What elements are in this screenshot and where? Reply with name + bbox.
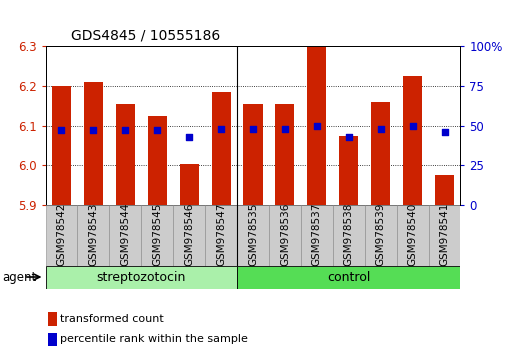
Text: GSM978545: GSM978545 (152, 202, 162, 266)
Point (121, 128, 129, 133)
Bar (307, 46, 326, 205)
Point (280, 126, 288, 132)
Text: GSM978547: GSM978547 (216, 202, 226, 266)
Text: GSM978543: GSM978543 (88, 202, 98, 266)
Bar (45, 266, 236, 289)
Text: GSM978539: GSM978539 (375, 202, 385, 266)
Text: agent: agent (3, 270, 37, 284)
Bar (173, 205, 205, 266)
Text: GSM978535: GSM978535 (247, 202, 258, 266)
Bar (84, 82, 103, 205)
Bar (243, 104, 262, 205)
Text: transformed count: transformed count (60, 314, 164, 324)
Text: GSM978542: GSM978542 (57, 202, 66, 266)
Point (89, 128, 97, 133)
Text: streptozotocin: streptozotocin (96, 270, 186, 284)
Bar (236, 205, 269, 266)
Text: GSM978541: GSM978541 (439, 202, 448, 266)
Bar (52, 86, 71, 205)
Point (439, 129, 447, 135)
Bar (275, 104, 294, 205)
Bar (434, 176, 453, 205)
Bar (402, 76, 421, 205)
Bar (205, 205, 236, 266)
Point (408, 123, 416, 129)
Bar (364, 205, 396, 266)
Bar (45, 205, 77, 266)
Point (153, 128, 161, 133)
Bar (147, 116, 167, 205)
Text: control: control (326, 270, 370, 284)
Text: percentile rank within the sample: percentile rank within the sample (60, 335, 247, 344)
Point (248, 126, 257, 132)
Bar (179, 164, 198, 205)
Point (217, 126, 225, 132)
Point (376, 126, 384, 132)
Bar (116, 104, 135, 205)
Text: GSM978546: GSM978546 (184, 202, 194, 266)
Bar (300, 205, 332, 266)
Bar (48, 333, 57, 346)
Bar (428, 205, 460, 266)
Point (58, 128, 66, 133)
Bar (396, 205, 428, 266)
Bar (236, 266, 460, 289)
Bar (269, 205, 300, 266)
Bar (338, 136, 358, 205)
Bar (370, 102, 389, 205)
Text: GSM978540: GSM978540 (407, 202, 417, 266)
Text: GSM978536: GSM978536 (279, 202, 289, 266)
Bar (77, 205, 109, 266)
Bar (211, 92, 230, 205)
Text: GSM978537: GSM978537 (311, 202, 321, 266)
Point (185, 134, 193, 139)
Text: GDS4845 / 10555186: GDS4845 / 10555186 (71, 28, 220, 42)
Point (344, 134, 352, 139)
Bar (332, 205, 364, 266)
Point (312, 123, 320, 129)
Bar (109, 205, 141, 266)
Bar (48, 312, 57, 326)
Text: GSM978544: GSM978544 (120, 202, 130, 266)
Bar (141, 205, 173, 266)
Text: GSM978538: GSM978538 (343, 202, 353, 266)
